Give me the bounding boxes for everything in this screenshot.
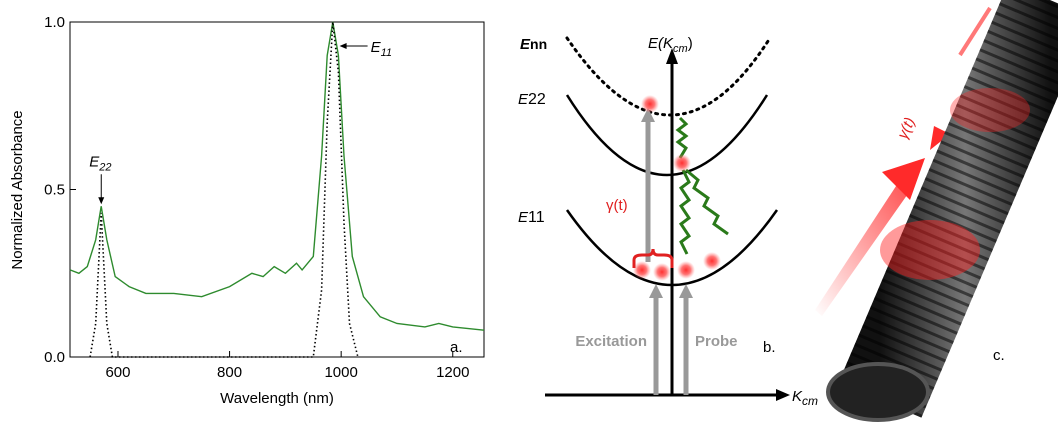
level-main: E [518, 91, 529, 108]
relaxation [678, 169, 692, 255]
nanotube-image [815, 0, 1058, 422]
panel-label: b. [763, 339, 776, 356]
tube [838, 0, 1058, 418]
axis-main: K [792, 388, 803, 405]
probe-label: Probe [695, 333, 738, 350]
axis-end: ) [688, 35, 693, 52]
level-main: E [518, 209, 529, 226]
glow [880, 220, 980, 280]
x-axis-label: Wavelength (nm) [220, 390, 334, 407]
level-label: E11 [518, 209, 545, 226]
x-tick-label: 1200 [436, 364, 469, 381]
exciton [653, 263, 671, 281]
y-tick-label: 1.0 [44, 14, 65, 31]
axis-title: E(Kcm) [648, 35, 693, 55]
spectrum-line [89, 21, 359, 358]
exciton [633, 261, 651, 279]
lattice [838, 0, 1058, 418]
brace [632, 248, 674, 268]
y-axis-label: Normalized Absorbance [9, 110, 26, 269]
arrowhead [649, 284, 663, 298]
relaxation [675, 116, 689, 159]
arrowhead [776, 389, 790, 401]
panel-label: c. [993, 347, 1005, 364]
annotation-main: E [89, 153, 100, 170]
level-sub: 22 [528, 91, 546, 108]
band-nn [565, 36, 772, 117]
excitation-label: Excitation [575, 333, 647, 350]
plot-frame [69, 21, 485, 358]
arrowhead [930, 126, 950, 150]
band-11 [565, 209, 779, 287]
rate-label: γ(t) [894, 115, 919, 142]
energy-diagram [545, 36, 790, 401]
beam [958, 6, 992, 57]
annotation-main: E [371, 39, 382, 56]
exciton [673, 154, 691, 172]
arrowhead [679, 284, 693, 298]
arrowhead [882, 158, 925, 200]
rate-label: γ(t) [606, 197, 628, 214]
exciton [703, 252, 721, 270]
glow [950, 88, 1030, 132]
exciton [677, 261, 695, 279]
y-tick-label: 0.0 [44, 349, 65, 366]
tube-end [826, 362, 930, 422]
level-label: E22 [518, 91, 546, 108]
relaxation [685, 168, 729, 236]
level-sub: 11 [528, 209, 545, 226]
x-tick-label: 1000 [324, 364, 357, 381]
y-tick-label: 0.5 [44, 182, 65, 199]
annotation-sub: 11 [381, 47, 392, 59]
panel-label: a. [450, 339, 463, 356]
x-tick-label: 800 [217, 364, 242, 381]
arrowhead [666, 48, 678, 64]
axis-title: Kcm [792, 388, 818, 408]
level-label: Enn [520, 36, 547, 53]
level-main: E [520, 36, 531, 53]
arrowhead [339, 43, 347, 50]
band-22 [565, 94, 769, 177]
beam [815, 180, 912, 316]
annotation: E22 [89, 153, 111, 173]
axis-sub: cm [802, 394, 818, 408]
exciton [641, 95, 659, 113]
spectrum-line [69, 21, 485, 331]
level-sub: nn [530, 36, 547, 52]
axis-main: E(K [648, 35, 674, 52]
annotation-sub: 22 [98, 161, 111, 173]
axis-sub: cm [673, 43, 688, 55]
x-tick-label: 600 [105, 364, 130, 381]
annotation: E11 [371, 39, 392, 59]
arrowhead [641, 108, 655, 122]
arrowhead [98, 197, 105, 205]
